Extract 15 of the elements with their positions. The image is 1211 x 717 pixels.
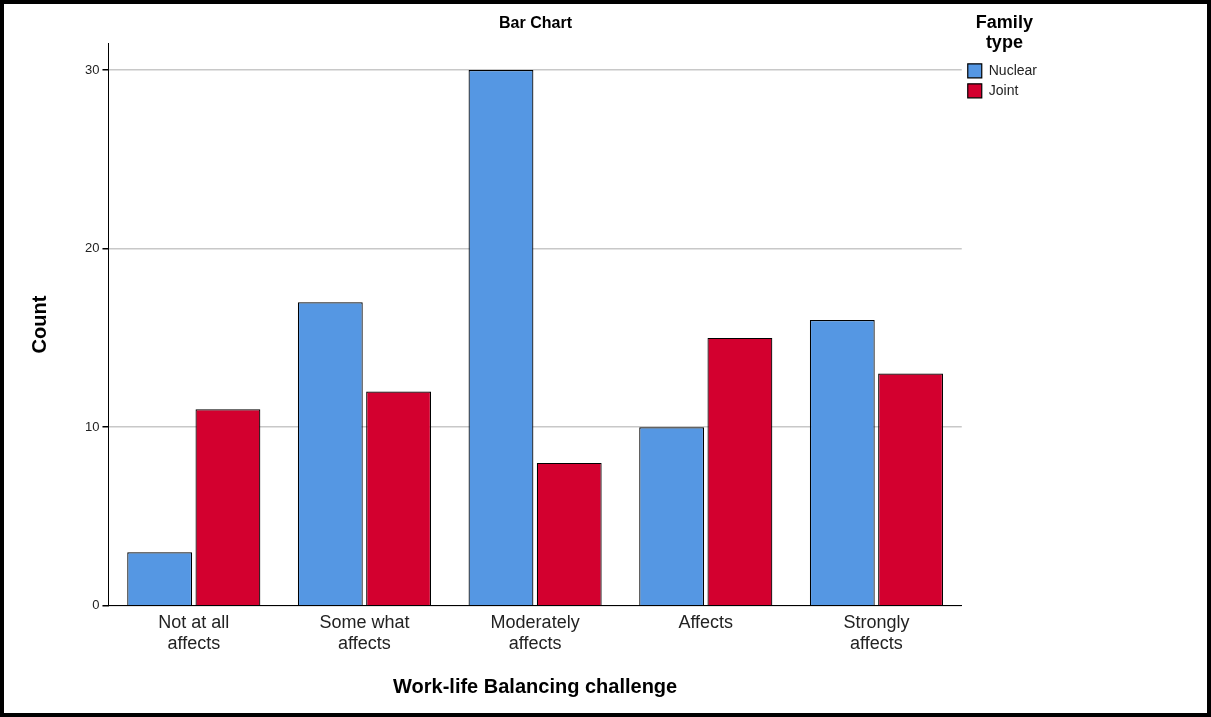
- y-tick-label: 20: [84, 240, 100, 256]
- y-tick-label: 10: [84, 418, 100, 434]
- x-tick-label: Strongly affects: [843, 611, 910, 654]
- y-axis-title: Count: [27, 295, 50, 354]
- y-tick-label: 0: [92, 597, 100, 613]
- legend-title: Family type: [975, 11, 1033, 52]
- y-tick-label: 30: [84, 61, 100, 77]
- legend-label: Joint: [988, 81, 1019, 98]
- x-tick-label: Affects: [678, 611, 734, 632]
- x-tick-label: Moderately affects: [490, 611, 580, 654]
- x-tick-label: Some what affects: [319, 611, 410, 654]
- chart-title: Bar Chart: [499, 14, 573, 32]
- legend-label: Nuclear: [988, 61, 1038, 78]
- x-axis-title: Work-life Balancing challenge: [393, 674, 678, 697]
- x-tick-label: Not at all affects: [158, 611, 230, 654]
